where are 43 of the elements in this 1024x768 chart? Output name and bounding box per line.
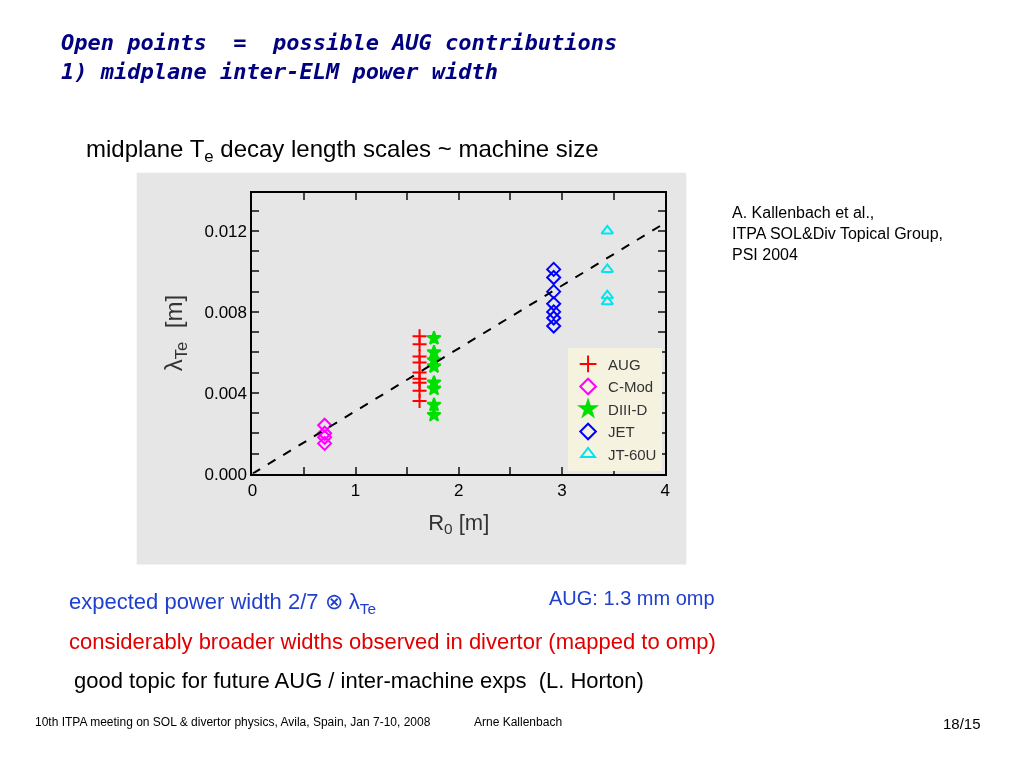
chart-subtitle: midplane T$_{e}$ decay length scales ~ machine size bbox=[86, 135, 599, 167]
point bbox=[600, 295, 615, 306]
y-tick-label: 0.004 bbox=[204, 383, 248, 403]
text: expected power width 2/7 ⊗ λ$_{Te}$ bbox=[69, 589, 376, 617]
point bbox=[546, 318, 562, 334]
point bbox=[317, 425, 333, 441]
point bbox=[317, 435, 333, 451]
text: good topic for future AUG / inter-machine exps (L. Horton) bbox=[74, 668, 644, 693]
point bbox=[317, 417, 333, 433]
point bbox=[546, 284, 562, 300]
text: AUG: 1.3 mm omp bbox=[549, 587, 715, 609]
legend-label: JET bbox=[608, 423, 635, 441]
legend-label: DIII-D bbox=[608, 400, 648, 418]
text: A. Kallenbach et al., ITPA SOL&Div Topical Group, PSI 2004 bbox=[732, 204, 944, 263]
text: 10th ITPA meeting on SOL & divertor physics, Avila, Spain, Jan 7-10, 2008 bbox=[35, 715, 431, 729]
point bbox=[411, 392, 428, 409]
point bbox=[546, 310, 562, 326]
y-tick-label: 0.012 bbox=[204, 221, 248, 241]
point bbox=[426, 330, 442, 345]
y-tick-label: 0.008 bbox=[204, 302, 248, 322]
point bbox=[600, 224, 615, 235]
point bbox=[317, 429, 333, 445]
point bbox=[546, 270, 562, 285]
point bbox=[600, 289, 615, 300]
point bbox=[426, 396, 442, 412]
point bbox=[546, 261, 562, 277]
x-axis-title: R$_{0}$ [m] bbox=[428, 509, 490, 538]
x-tick-label: 0 bbox=[247, 481, 258, 501]
legend-label: AUG bbox=[608, 355, 641, 373]
text: considerably broader widths observed in divertor (mapped to omp) bbox=[69, 629, 716, 654]
text: Arne Kallenbach bbox=[474, 715, 563, 729]
legend-label: JT-60U bbox=[608, 445, 657, 463]
legend-label: C-Mod bbox=[608, 378, 654, 396]
x-tick-label: 2 bbox=[454, 481, 464, 501]
y-tick-label: 0.000 bbox=[204, 464, 248, 484]
text: 18/15 bbox=[943, 715, 981, 732]
x-tick-label: 1 bbox=[350, 481, 361, 501]
chart-title: Open points = possible AUG contributions 1) midplane inter-ELM power width bbox=[61, 30, 618, 84]
x-tick-label: 4 bbox=[660, 481, 670, 501]
point bbox=[426, 407, 442, 422]
point bbox=[546, 304, 562, 320]
point bbox=[546, 296, 562, 312]
x-tick-label: 3 bbox=[557, 481, 567, 501]
